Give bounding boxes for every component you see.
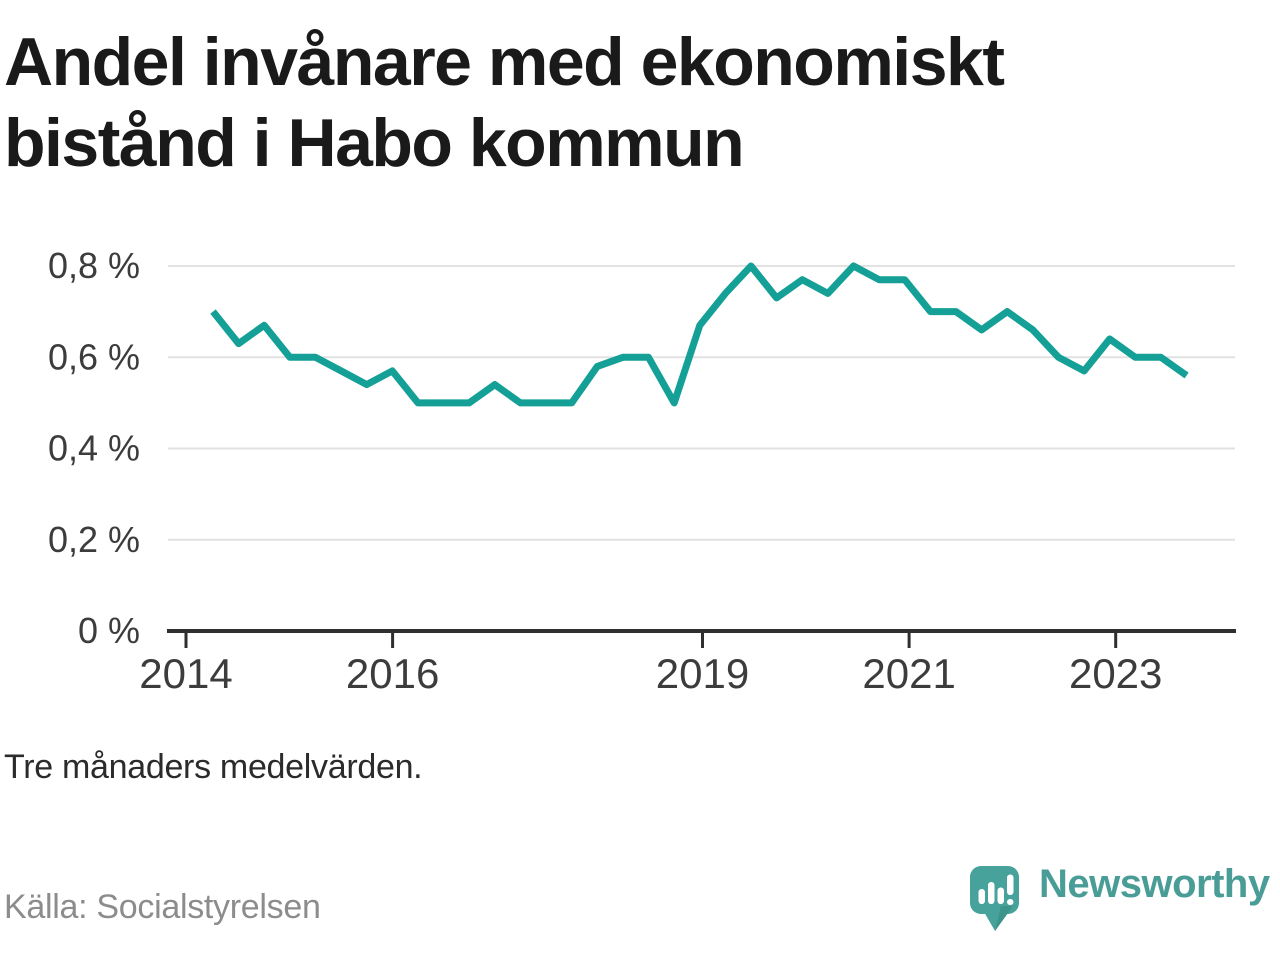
source-caption: Källa: Socialstyrelsen: [4, 888, 321, 926]
line-chart: 0 % 0,2 % 0,4 % 0,6 % 0,8 % 2014 2016 2019 2021…: [48, 245, 1236, 697]
y-axis-tick-label: 0,2 %: [48, 519, 140, 560]
x-axis-tick-label: 2016: [346, 650, 439, 697]
y-axis-tick-label: 0 %: [78, 610, 140, 651]
data-line: [210, 262, 1189, 407]
y-axis-tick-label: 0,4 %: [48, 428, 140, 469]
y-axis-tick-label: 0,6 %: [48, 336, 140, 377]
y-axis-tick-label: 0,8 %: [48, 245, 140, 286]
newsworthy-logo-text: Newsworthy: [1039, 862, 1270, 906]
x-axis-tick-label: 2021: [862, 650, 955, 697]
chart-footnote: Tre månaders medelvärden.: [4, 748, 423, 786]
x-axis-tick-label: 2019: [656, 650, 749, 697]
page-title-line1: Andel invånare med ekonomiskt: [4, 24, 1005, 100]
x-axis-ticks: [184, 633, 1118, 648]
y-axis-labels: 0 % 0,2 % 0,4 % 0,6 % 0,8 %: [48, 245, 140, 651]
newsworthy-chart-bubble-icon: [970, 866, 1019, 931]
x-axis-labels: 2014 2016 2019 2021 2023: [139, 650, 1162, 697]
page-title-line2: bistånd i Habo kommun: [4, 105, 745, 181]
x-axis-tick-label: 2014: [139, 650, 232, 697]
page-title: Andel invånare med ekonomiskt bistånd i …: [4, 22, 1005, 184]
gridlines: [168, 265, 1235, 541]
x-axis-tick-label: 2023: [1069, 650, 1162, 697]
newsworthy-logo: Newsworthy: [965, 860, 1277, 932]
